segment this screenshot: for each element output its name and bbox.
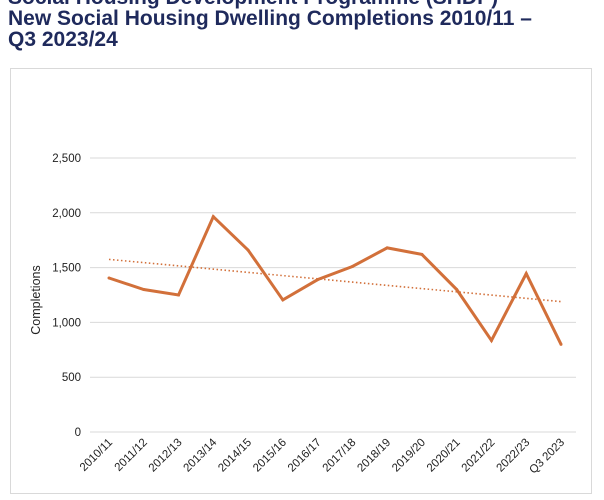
data-point <box>420 252 424 256</box>
x-tick-label: 2013/14 <box>182 436 220 474</box>
title-line-3: Q3 2023/24 <box>8 28 118 51</box>
x-tick-label: Q3 2023 <box>527 437 567 477</box>
y-tick-label: 0 <box>75 427 81 439</box>
gridlines <box>90 157 576 433</box>
x-tick-label: 2022/23 <box>494 437 532 475</box>
x-axis-ticks: 2010/112011/122012/132013/142014/152015/… <box>78 436 567 476</box>
x-tick-label: 2010/11 <box>78 437 115 474</box>
x-tick-label: 2014/15 <box>216 437 254 475</box>
title-line-2: New Social Housing Dwelling Completions … <box>8 7 532 30</box>
data-point <box>107 276 111 280</box>
x-tick-label: 2012/13 <box>147 437 185 475</box>
y-tick-label: 2,000 <box>52 208 81 220</box>
chart-area <box>10 68 592 494</box>
x-tick-label: 2017/18 <box>321 437 359 475</box>
chart-title: Social Housing Development Programme (SH… <box>8 0 604 50</box>
data-point <box>455 288 459 292</box>
data-point <box>559 342 563 346</box>
data-point <box>142 288 146 292</box>
data-point <box>350 265 354 269</box>
x-tick-label: 2019/20 <box>390 437 428 475</box>
y-tick-label: 500 <box>62 372 81 384</box>
x-tick-label: 2015/16 <box>251 437 289 475</box>
data-point <box>246 248 250 252</box>
data-point <box>211 215 215 219</box>
data-point <box>489 338 493 342</box>
y-axis-label: Completions <box>29 265 43 334</box>
y-tick-label: 1,000 <box>52 317 81 329</box>
y-tick-label: 1,500 <box>52 263 81 275</box>
data-point <box>316 278 320 282</box>
data-point <box>177 293 181 297</box>
x-tick-label: 2011/12 <box>113 437 150 474</box>
series-points <box>107 215 563 346</box>
data-point <box>524 272 528 276</box>
x-tick-label: 2018/19 <box>355 437 393 475</box>
data-point <box>281 298 285 302</box>
x-tick-label: 2020/21 <box>425 437 463 475</box>
data-point <box>385 246 389 250</box>
y-axis-ticks: 0 500 1,000 1,500 2,000 2,500 <box>52 153 81 439</box>
x-tick-label: 2021/22 <box>460 437 498 475</box>
series-line <box>108 214 563 345</box>
title-line-1: Social Housing Development Programme (SH… <box>8 0 604 8</box>
y-tick-label: 2,500 <box>52 153 81 165</box>
x-tick-label: 2016/17 <box>286 437 324 475</box>
